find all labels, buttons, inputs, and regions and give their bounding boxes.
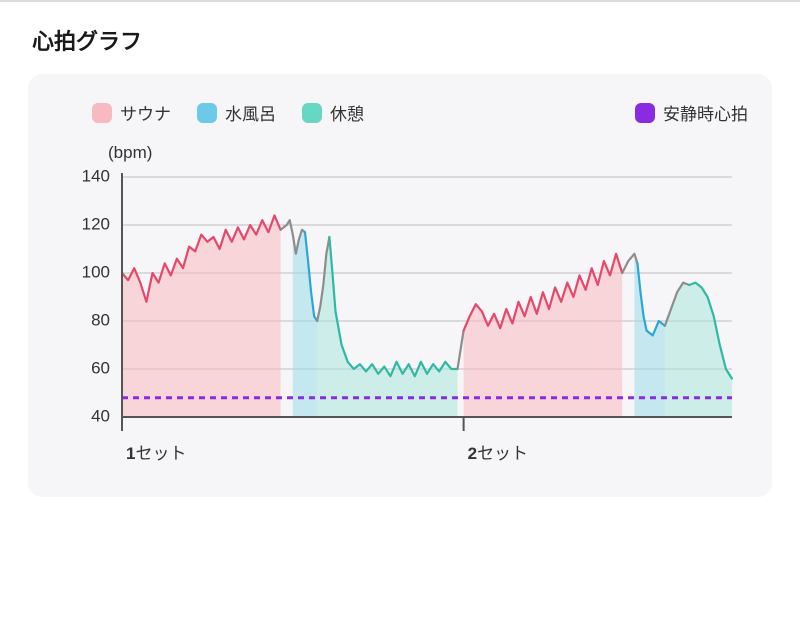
- legend-water-swatch: [197, 103, 217, 123]
- ytick-label: 60: [91, 358, 110, 377]
- chart: 40 60 80 100 120 140 1セット 2セット: [52, 167, 748, 487]
- ytick-label: 140: [82, 167, 110, 185]
- ytick-label: 120: [82, 214, 110, 233]
- chart-title: 心拍グラフ: [32, 24, 768, 56]
- x-set-label: 1セット: [126, 444, 186, 463]
- legend: サウナ 水風呂 休憩 安静時心拍: [92, 100, 748, 125]
- band-water: [293, 230, 317, 417]
- legend-rest-label: 休憩: [330, 100, 364, 125]
- legend-water: 水風呂: [197, 100, 276, 125]
- ytick-label: 40: [91, 406, 110, 425]
- band-sauna: [122, 215, 281, 417]
- legend-water-label: 水風呂: [225, 100, 276, 125]
- y-axis-unit: (bpm): [108, 143, 748, 163]
- legend-sauna-label: サウナ: [120, 100, 171, 125]
- series-segment: [329, 237, 457, 376]
- ytick-label: 80: [91, 310, 110, 329]
- legend-resthr: 安静時心拍: [635, 100, 748, 125]
- chart-card: サウナ 水風呂 休憩 安静時心拍 (bpm) 40 60 80 100 120 140 1セ…: [28, 74, 772, 497]
- x-set-label: 2セット: [468, 444, 528, 463]
- legend-resthr-swatch: [635, 103, 655, 123]
- legend-resthr-label: 安静時心拍: [663, 100, 748, 125]
- legend-rest: 休憩: [302, 100, 364, 125]
- ytick-label: 100: [82, 262, 110, 281]
- legend-sauna-swatch: [92, 103, 112, 123]
- legend-sauna: サウナ: [92, 100, 171, 125]
- legend-rest-swatch: [302, 103, 322, 123]
- chart-svg: 40 60 80 100 120 140 1セット 2セット: [52, 167, 748, 487]
- series-segment: [458, 331, 464, 369]
